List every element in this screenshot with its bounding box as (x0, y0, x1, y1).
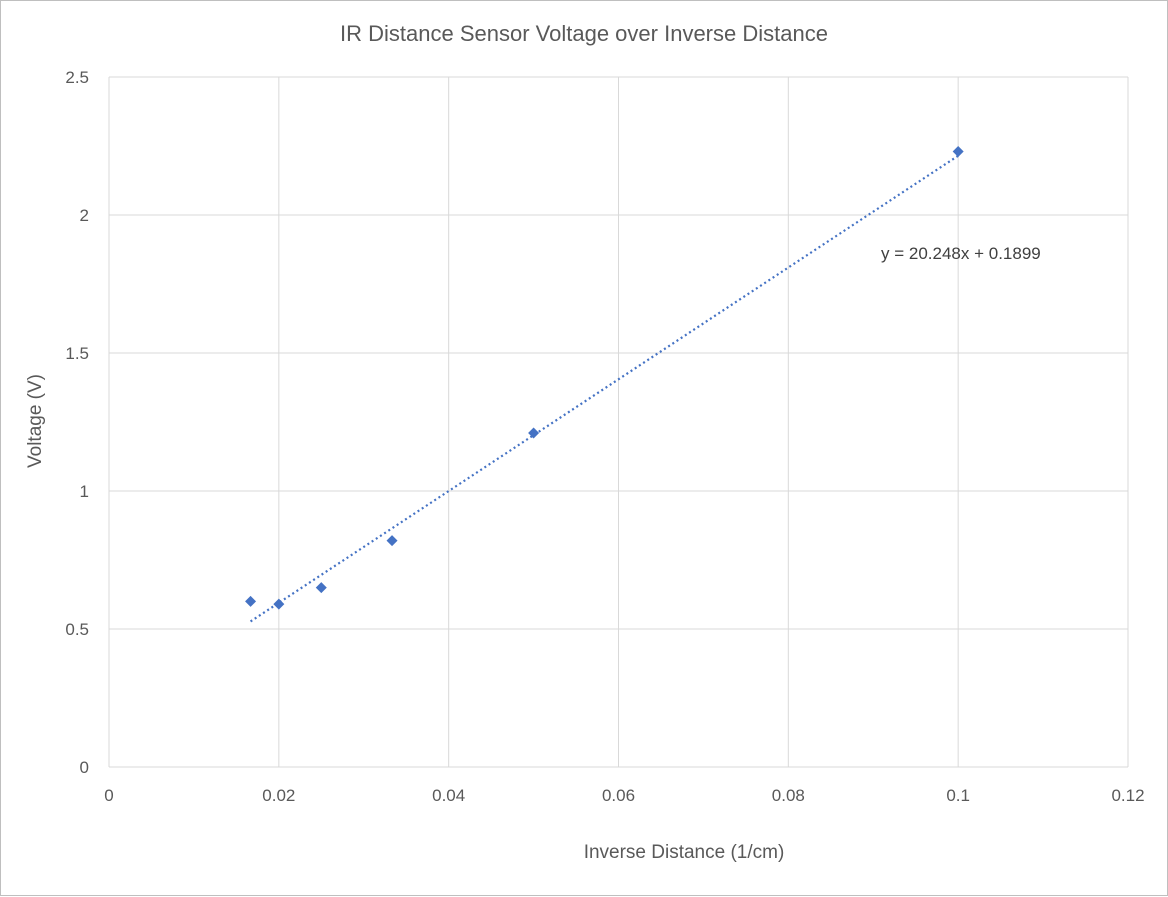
x-tick-label: 0.06 (602, 786, 635, 805)
y-tick-label: 0.5 (65, 620, 89, 639)
x-tick-label: 0.12 (1111, 786, 1144, 805)
data-point (386, 535, 398, 547)
data-point (273, 598, 285, 610)
data-point (245, 595, 257, 607)
data-point (315, 582, 327, 594)
y-axis-title: Voltage (V) (25, 374, 46, 468)
data-point (952, 146, 964, 158)
x-tick-label: 0.02 (262, 786, 295, 805)
x-axis-tick-labels: 0 0.02 0.04 0.06 0.08 0.1 0.12 (104, 786, 1144, 805)
data-points (245, 146, 964, 610)
y-tick-label: 0 (80, 758, 89, 777)
x-axis-title: Inverse Distance (1/cm) (584, 842, 785, 863)
trendline-equation: y = 20.248x + 0.1899 (881, 244, 1041, 263)
gridlines (108, 76, 1129, 768)
trendline (249, 154, 959, 623)
data-point (528, 427, 540, 439)
x-tick-label: 0.08 (772, 786, 805, 805)
chart-title: IR Distance Sensor Voltage over Inverse … (340, 21, 828, 46)
trendline-layer (249, 154, 959, 623)
y-tick-label: 1.5 (65, 344, 89, 363)
y-tick-label: 2.5 (65, 68, 89, 87)
x-tick-label: 0 (104, 786, 113, 805)
y-axis-tick-labels: 0 0.5 1 1.5 2 2.5 (65, 68, 89, 777)
y-tick-label: 1 (80, 482, 89, 501)
x-tick-label: 0.04 (432, 786, 465, 805)
x-tick-label: 0.1 (946, 786, 970, 805)
y-tick-label: 2 (80, 206, 89, 225)
